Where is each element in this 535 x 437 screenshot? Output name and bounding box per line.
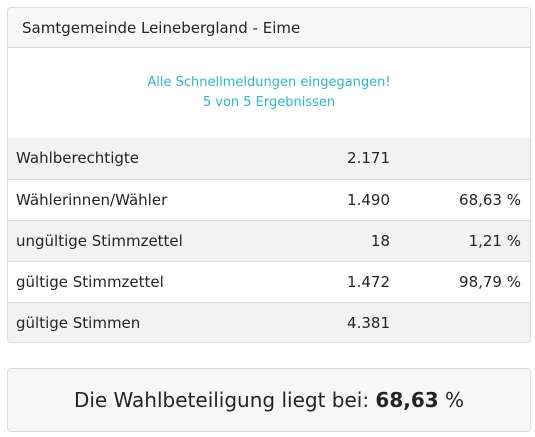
row-percent: 68,63 %: [398, 178, 530, 220]
row-value: 1.490: [308, 178, 398, 220]
row-label: gültige Stimmen: [8, 301, 308, 342]
status-notice: Alle Schnellmeldungen eingegangen! 5 von…: [8, 48, 530, 138]
turnout-suffix: %: [438, 388, 465, 412]
notice-line-1: Alle Schnellmeldungen eingegangen!: [147, 75, 391, 90]
results-table: Wahlberechtigte 2.171 Wählerinnen/Wähler…: [8, 138, 530, 342]
row-label: ungültige Stimmzettel: [8, 219, 308, 261]
turnout-prefix: Die Wahlbeteiligung liegt bei:: [73, 388, 376, 412]
card-title: Samtgemeinde Leinebergland - Eime: [22, 18, 301, 37]
row-percent: 98,79 %: [398, 260, 530, 302]
table-row: Wählerinnen/Wähler 1.490 68,63 %: [8, 178, 530, 220]
row-label: Wählerinnen/Wähler: [8, 178, 308, 220]
row-value: 1.472: [308, 260, 398, 302]
turnout-summary: Die Wahlbeteiligung liegt bei: 68,63 %: [7, 368, 531, 432]
row-label: gültige Stimmzettel: [8, 260, 308, 302]
row-value: 2.171: [347, 149, 390, 168]
row-label: Wahlberechtigte: [16, 149, 139, 168]
row-percent: [398, 301, 530, 342]
turnout-value: 68,63: [375, 388, 439, 412]
table-row: Wahlberechtigte 2.171: [8, 138, 530, 179]
row-value: 18: [308, 219, 398, 261]
row-percent: [398, 138, 530, 179]
card-header: Samtgemeinde Leinebergland - Eime: [8, 8, 530, 48]
results-card: Samtgemeinde Leinebergland - Eime Alle S…: [7, 7, 531, 343]
table-row: ungültige Stimmzettel 18 1,21 %: [8, 219, 530, 261]
row-percent: 1,21 %: [398, 219, 530, 261]
notice-line-2: 5 von 5 Ergebnissen: [202, 95, 336, 110]
row-value: 4.381: [308, 301, 398, 342]
table-row: gültige Stimmzettel 1.472 98,79 %: [8, 260, 530, 302]
table-row: gültige Stimmen 4.381: [8, 301, 530, 342]
